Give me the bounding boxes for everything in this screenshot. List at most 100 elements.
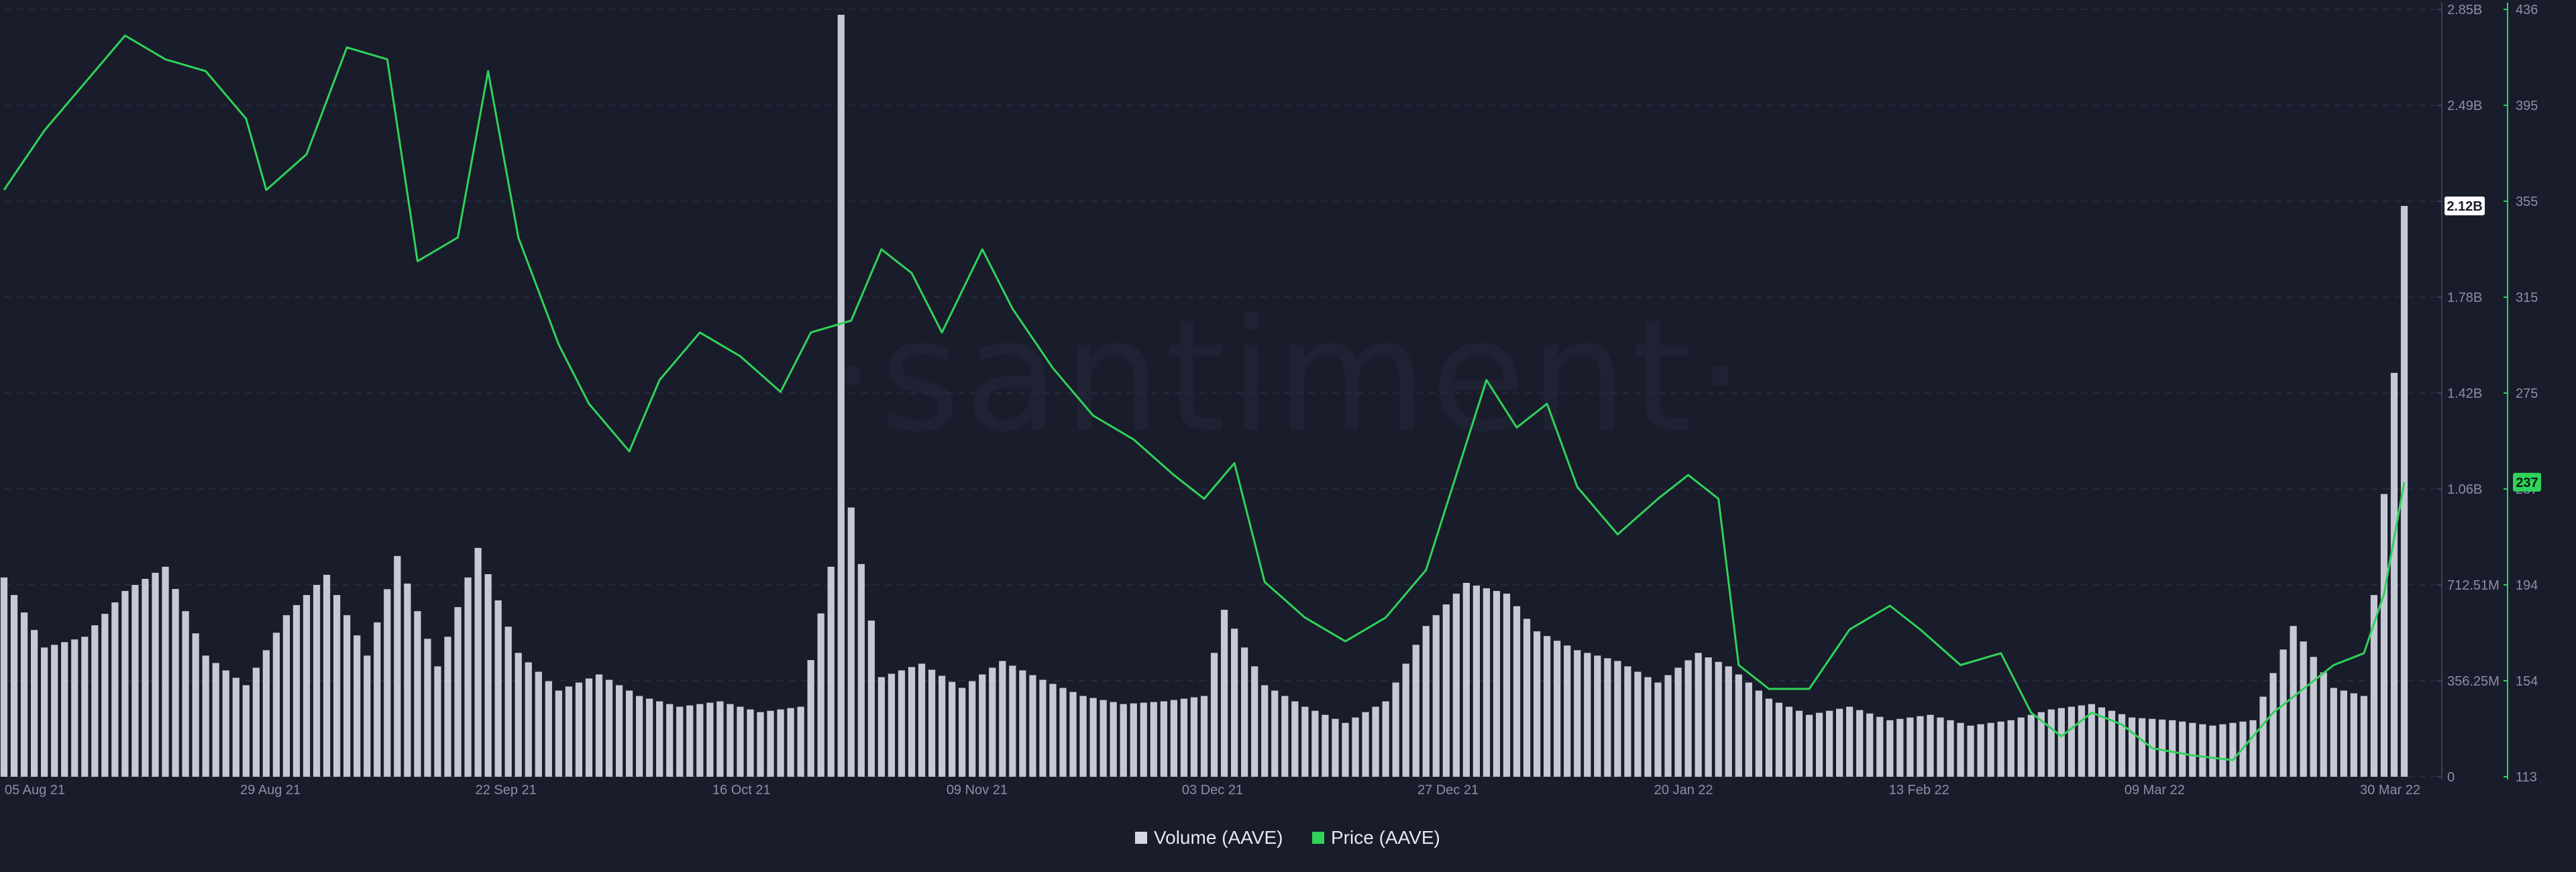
volume-bar bbox=[1291, 701, 1299, 777]
volume-bar bbox=[1241, 647, 1248, 777]
volume-bar bbox=[757, 712, 764, 777]
volume-bar bbox=[2269, 673, 2277, 777]
volume-bar bbox=[1261, 685, 1269, 777]
volume-bar bbox=[1846, 706, 1854, 777]
volume-bar bbox=[1836, 708, 1843, 777]
volume-bar bbox=[1210, 653, 1218, 777]
volume-bar bbox=[1029, 675, 1036, 777]
volume-bar bbox=[716, 701, 724, 777]
volume-bar bbox=[2390, 372, 2398, 777]
volume-bar bbox=[837, 15, 845, 777]
volume-bar bbox=[1342, 722, 1349, 777]
volume-bar bbox=[1392, 682, 1399, 777]
volume-tick-label: 2.49B bbox=[2447, 99, 2482, 113]
volume-bar bbox=[1251, 666, 1258, 777]
volume-bar bbox=[1533, 631, 1541, 777]
volume-bar bbox=[1200, 696, 1208, 777]
volume-bar bbox=[1815, 712, 1823, 777]
volume-bar bbox=[1705, 657, 1712, 777]
volume-bar bbox=[2279, 649, 2287, 777]
volume-bar bbox=[343, 615, 351, 777]
volume-bar bbox=[877, 677, 885, 777]
volume-bar bbox=[1755, 690, 1762, 777]
volume-bar bbox=[666, 704, 674, 777]
volume-bar bbox=[938, 675, 946, 777]
volume-bar bbox=[434, 666, 441, 777]
volume-bar bbox=[1301, 706, 1309, 777]
legend[interactable]: Volume (AAVE) Price (AAVE) bbox=[1135, 827, 1440, 848]
volume-bar bbox=[2118, 714, 2126, 777]
volume-bar bbox=[1594, 655, 1601, 777]
volume-bar bbox=[1099, 700, 1107, 777]
volume-tick-label: 712.51M bbox=[2447, 578, 2500, 593]
volume-bar bbox=[2229, 722, 2237, 777]
volume-bar bbox=[555, 690, 562, 777]
volume-bar bbox=[2320, 672, 2327, 777]
volume-bar bbox=[2047, 709, 2055, 777]
volume-bar bbox=[1483, 588, 1491, 777]
volume-bar bbox=[1674, 667, 1682, 777]
legend-item[interactable]: Price (AAVE) bbox=[1312, 827, 1440, 848]
volume-bar bbox=[41, 647, 48, 777]
volume-bar bbox=[1745, 682, 1752, 777]
volume-bar bbox=[1432, 615, 1440, 777]
volume-bar bbox=[2139, 718, 2146, 777]
volume-bar bbox=[1907, 717, 1914, 777]
volume-bar bbox=[2340, 690, 2347, 777]
volume-bar bbox=[1422, 626, 1430, 777]
volume-bar bbox=[1180, 698, 1188, 777]
volume-bar bbox=[1614, 661, 1621, 777]
volume-bar bbox=[2380, 494, 2388, 777]
volume-bar bbox=[142, 578, 149, 777]
volume-bar bbox=[404, 583, 411, 777]
volume-bar bbox=[2108, 710, 2116, 777]
volume-bar bbox=[595, 674, 603, 777]
price-tick-label: 315 bbox=[2516, 290, 2538, 305]
volume-bar bbox=[162, 566, 169, 777]
volume-bar bbox=[615, 685, 623, 777]
volume-bar bbox=[1120, 704, 1127, 777]
volume-bar bbox=[2370, 595, 2378, 777]
volume-bar bbox=[625, 690, 633, 777]
volume-bar bbox=[1715, 661, 1722, 777]
volume-bar bbox=[1140, 702, 1147, 777]
volume-bar bbox=[979, 674, 986, 777]
volume-bar bbox=[504, 626, 512, 777]
volume-bar bbox=[1785, 706, 1793, 777]
volume-bar bbox=[444, 637, 451, 777]
volume-bar bbox=[1362, 712, 1369, 777]
volume-bar bbox=[1997, 721, 2004, 777]
volume-bar bbox=[646, 698, 653, 777]
volume-bar bbox=[2259, 696, 2267, 777]
volume-bar bbox=[1049, 684, 1057, 777]
volume-bar bbox=[807, 660, 814, 777]
volume-bar bbox=[1352, 717, 1359, 777]
volume-bar bbox=[1281, 696, 1289, 777]
date-tick-label: 29 Aug 21 bbox=[240, 783, 301, 798]
volume-bar bbox=[1684, 660, 1692, 777]
volume-bar bbox=[1866, 713, 1874, 777]
volume-bar bbox=[1513, 606, 1521, 777]
volume-bar bbox=[515, 653, 522, 777]
volume-bar bbox=[2400, 206, 2408, 777]
volume-bar bbox=[30, 630, 38, 777]
volume-bar bbox=[1311, 710, 1319, 777]
volume-bar bbox=[374, 622, 381, 777]
volume-tick-label: 1.42B bbox=[2447, 386, 2482, 401]
volume-bar bbox=[575, 682, 583, 777]
volume-bar bbox=[1725, 666, 1732, 777]
volume-bar bbox=[333, 595, 341, 777]
volume-bar bbox=[121, 591, 129, 777]
volume-bar bbox=[2057, 708, 2065, 777]
volume-bar bbox=[1039, 679, 1046, 777]
volume-bar bbox=[1402, 663, 1409, 777]
volume-bar bbox=[1805, 714, 1813, 777]
volume-bar bbox=[959, 688, 966, 777]
legend-item[interactable]: Volume (AAVE) bbox=[1135, 827, 1283, 848]
volume-bar bbox=[394, 555, 401, 777]
volume-bar bbox=[1574, 650, 1581, 777]
volume-bar bbox=[262, 650, 270, 777]
volume-bar bbox=[131, 585, 139, 777]
volume-bar bbox=[1472, 586, 1481, 777]
